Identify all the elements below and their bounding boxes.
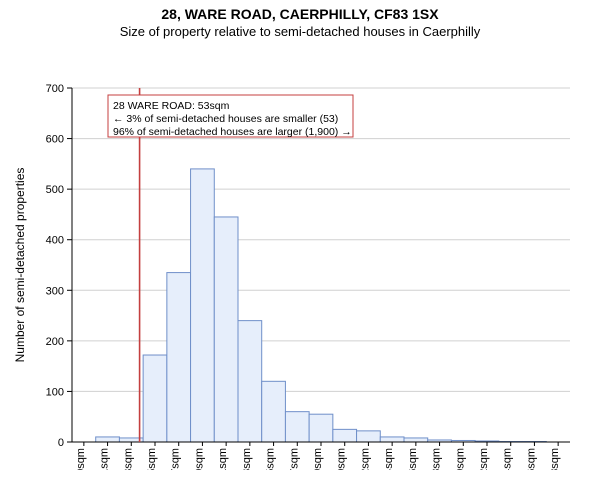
- y-axis-label: Number of semi-detached properties: [13, 167, 27, 362]
- histogram-bar: [357, 431, 381, 442]
- x-tick-label: 162sqm: [359, 448, 371, 470]
- y-tick-label: 200: [46, 336, 64, 348]
- x-tick-label: 67sqm: [170, 448, 182, 470]
- histogram-bar: [167, 272, 191, 441]
- histogram-bar: [191, 169, 215, 442]
- chart-container: 0 100 200 300 400 500 600 700 19sqm 31sqm 43sqm 55s…: [0, 40, 600, 470]
- histogram-bar: [309, 414, 333, 442]
- x-tick-label: 258sqm: [549, 448, 561, 470]
- x-tick-label: 127sqm: [288, 448, 300, 470]
- x-tick-label: 91sqm: [217, 448, 229, 470]
- x-tick-label: 79sqm: [193, 448, 205, 470]
- histogram-bar: [404, 438, 428, 442]
- y-tick-label: 400: [46, 234, 64, 246]
- x-tick-label: 246sqm: [525, 448, 537, 470]
- x-tick-label: 150sqm: [336, 448, 348, 470]
- y-tick-label: 300: [46, 285, 64, 297]
- histogram-bar: [238, 320, 262, 441]
- histogram-bar: [285, 411, 309, 441]
- histogram-bar: [380, 437, 404, 442]
- chart-title-block: 28, WARE ROAD, CAERPHILLY, CF83 1SX Size…: [0, 0, 600, 40]
- y-tick-label: 600: [46, 133, 64, 145]
- y-tick-label: 500: [46, 184, 64, 196]
- histogram-svg: 0 100 200 300 400 500 600 700 19sqm 31sqm 43sqm 55s…: [0, 40, 600, 470]
- title-line1: 28, WARE ROAD, CAERPHILLY, CF83 1SX: [0, 6, 600, 24]
- y-tick-label: 700: [46, 83, 64, 95]
- x-tick-label: 31sqm: [99, 448, 111, 470]
- histogram-bar: [262, 381, 286, 442]
- x-tick-label: 55sqm: [146, 448, 158, 470]
- x-tick-label: 198sqm: [431, 448, 443, 470]
- y-tick-label: 100: [46, 386, 64, 398]
- x-tick-label: 186sqm: [407, 448, 419, 470]
- histogram-bar: [333, 429, 357, 442]
- x-tick-label: 19sqm: [75, 448, 87, 470]
- histogram-bar: [214, 217, 238, 442]
- annotation-line: 96% of semi-detached houses are larger (…: [113, 126, 352, 138]
- y-tick-label: 0: [58, 437, 64, 449]
- x-tick-label: 103sqm: [241, 448, 253, 470]
- x-tick-label: 139sqm: [312, 448, 324, 470]
- x-tick-label: 115sqm: [265, 448, 277, 470]
- annotation-line: 28 WARE ROAD: 53sqm: [113, 100, 230, 112]
- histogram-bar: [96, 437, 120, 442]
- annotation-line: ← 3% of semi-detached houses are smaller…: [113, 113, 338, 125]
- x-tick-label: 222sqm: [478, 448, 490, 470]
- x-tick-label: 174sqm: [383, 448, 395, 470]
- x-tick-label: 210sqm: [454, 448, 466, 470]
- x-tick-label: 234sqm: [502, 448, 514, 470]
- title-line2: Size of property relative to semi-detach…: [0, 24, 600, 40]
- x-tick-label: 43sqm: [122, 448, 134, 470]
- histogram-bar: [143, 355, 167, 442]
